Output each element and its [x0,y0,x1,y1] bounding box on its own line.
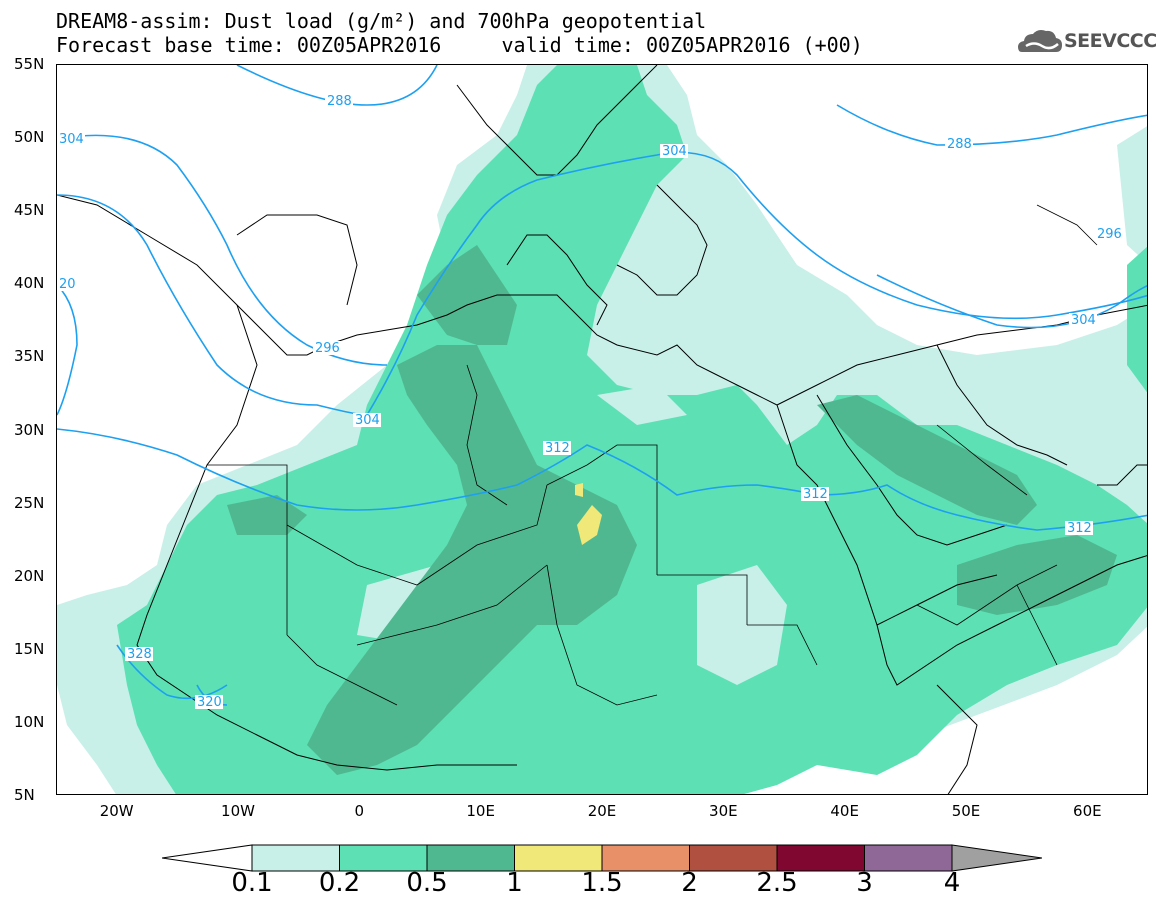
colorbar-box-6 [689,844,778,872]
colorbar-label-4: 4 [943,868,961,898]
contour-label-304d: 304 [1071,313,1096,328]
contour-label-312a: 312 [545,441,570,456]
contour-label-group: 288 304 288 304 296 20 296 304 312 312 3… [57,94,1123,710]
lon-label-10W: 10W [221,802,255,820]
colorbar-label-0.2: 0.2 [318,868,361,898]
lon-label-0: 0 [354,802,365,820]
colorbar-label-2: 2 [681,868,698,898]
contour-label-320: 320 [197,695,222,710]
country-borders [207,204,1098,706]
lat-label-35N: 35N [14,347,45,366]
contour-label-328: 328 [127,647,152,662]
logo-text: SEEVCCC [1064,30,1157,52]
contour-label-296b: 296 [315,341,340,356]
contour-label-304c: 304 [355,413,380,428]
map-canvas: 288 304 288 304 296 20 296 304 312 312 3… [57,65,1147,794]
colorbar-max-triangle [951,844,1042,872]
lat-label-5N: 5N [14,786,35,804]
lon-label-20W: 20W [99,802,134,820]
colorbar-box-8 [864,844,953,872]
lon-label-30E: 30E [709,802,738,820]
lon-label-50E: 50E [951,802,981,820]
lat-label-50N: 50N [14,128,45,147]
colorbar-box-5 [601,844,690,872]
lat-label-20N: 20N [14,566,45,585]
lat-label-10N: 10N [14,712,45,731]
colorbar [162,844,1042,872]
map-title: DREAM8-assim: Dust load (g/m²) and 700hP… [56,9,707,33]
lat-label-25N: 25N [14,493,45,512]
contour-label-288a: 288 [327,94,352,109]
colorbar-box-1 [251,844,340,872]
contour-label-304a: 304 [59,132,84,147]
contour-label-288b: 288 [947,137,972,152]
colorbar-box-3 [426,844,515,872]
lon-label-10E: 10E [466,802,495,820]
contour-label-20: 20 [59,277,76,292]
lat-label-55N: 55N [14,55,45,73]
colorbar-label-1: 1 [506,868,523,898]
colorbar-box-2 [339,844,428,872]
colorbar-label-0.5: 0.5 [406,868,448,898]
lat-label-40N: 40N [14,274,45,293]
contour-label-312b: 312 [803,487,828,502]
dust-load-high-layer [575,483,602,545]
colorbar-label-2.5: 2.5 [756,868,798,898]
dust-map: 288 304 288 304 296 20 296 304 312 312 3… [56,64,1148,795]
lon-label-20E: 20E [587,802,617,820]
colorbar-label-0.1: 0.1 [231,868,273,898]
colorbar-label-3: 3 [856,868,873,898]
lon-label-60E: 60E [1073,802,1102,820]
geopotential-contours [57,65,1147,706]
cloud-logo-icon [1018,30,1062,52]
lat-label-45N: 45N [14,201,45,220]
colorbar-box-7 [776,844,865,872]
colorbar-label-1.5: 1.5 [581,868,623,898]
map-subtitle: Forecast base time: 00Z05APR2016 valid t… [56,33,863,57]
lon-label-40E: 40E [830,802,859,820]
lat-label-15N: 15N [14,639,45,658]
lat-label-30N: 30N [14,420,45,439]
contour-label-296a: 296 [1097,227,1122,242]
contour-label-312c: 312 [1067,521,1092,536]
contour-label-304b: 304 [662,144,687,159]
